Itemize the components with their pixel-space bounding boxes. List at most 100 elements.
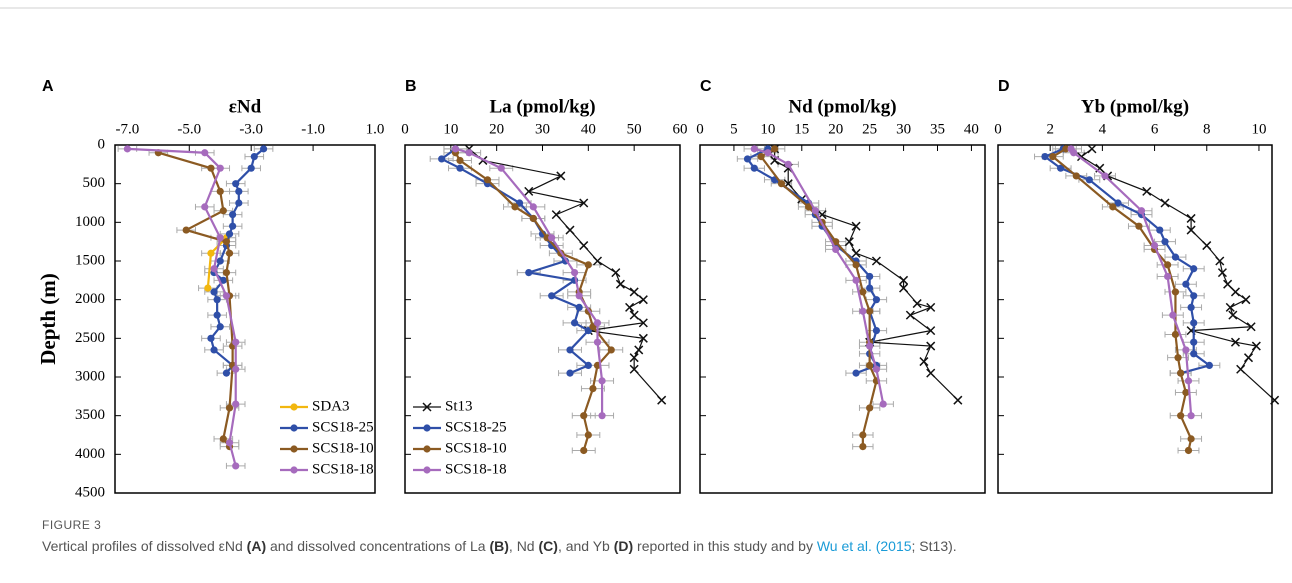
x-tick-label: 0 (696, 121, 704, 137)
marker (1182, 346, 1190, 354)
marker (1164, 272, 1172, 281)
marker (525, 269, 533, 277)
caption-part: Vertical profiles of dissolved εNd (42, 538, 247, 554)
marker-x (556, 171, 566, 181)
figure-label: FIGURE 3 (42, 518, 101, 532)
marker-x (926, 368, 936, 378)
marker (529, 203, 537, 211)
x-tick-label: 50 (627, 121, 642, 137)
marker (548, 234, 556, 242)
marker (548, 292, 556, 300)
marker-x (615, 279, 625, 289)
x-tick-label: -1.0 (301, 121, 325, 137)
marker-x (1202, 241, 1212, 251)
marker (1190, 319, 1198, 327)
marker (1182, 388, 1190, 397)
marker (866, 404, 874, 412)
marker (1171, 330, 1180, 339)
x-tick-label: 1.0 (366, 121, 385, 137)
marker (216, 187, 224, 195)
marker (1101, 172, 1109, 180)
x-tick-label: 20 (828, 121, 843, 137)
x-tick-label: 30 (535, 121, 550, 137)
legend-marker (290, 445, 298, 453)
panel-title: Yb (pmol/kg) (1081, 96, 1189, 117)
marker-x (638, 295, 648, 305)
marker (1062, 145, 1070, 153)
x-tick-label: 10 (443, 121, 458, 137)
marker (222, 292, 231, 300)
marker (1109, 203, 1117, 211)
marker (852, 369, 860, 377)
marker (235, 187, 243, 195)
marker (859, 288, 867, 296)
panel-label: C (700, 78, 712, 95)
marker-x (1230, 337, 1241, 347)
plot-frame (997, 144, 1273, 494)
x-tick-label: 8 (1203, 121, 1211, 137)
marker (225, 249, 234, 257)
marker (804, 203, 813, 211)
panel-title: εNd (229, 96, 262, 117)
marker (872, 327, 881, 335)
marker (866, 284, 874, 292)
marker-x (1228, 310, 1238, 320)
marker (259, 145, 268, 153)
caption-part: and dissolved concentrations of La (266, 538, 489, 554)
marker-x (611, 268, 621, 278)
marker-x (634, 345, 644, 355)
marker-x (1223, 279, 1233, 289)
marker (566, 346, 574, 354)
marker-x (625, 302, 635, 312)
marker (1190, 265, 1198, 273)
marker (1070, 149, 1078, 157)
marker-x (912, 299, 922, 309)
marker (866, 272, 874, 281)
marker (743, 155, 752, 163)
y-tick-label: 1000 (75, 214, 105, 230)
marker (1205, 361, 1213, 369)
marker-x (1217, 268, 1227, 278)
marker-x (1186, 225, 1196, 235)
legend-marker (423, 466, 431, 474)
marker (1156, 226, 1164, 234)
y-tick-label: 2000 (75, 291, 105, 307)
caption-part: (A) (247, 538, 266, 554)
marker (859, 307, 867, 315)
marker (757, 153, 765, 161)
marker-x (565, 225, 575, 235)
marker (1164, 261, 1172, 269)
marker (1174, 354, 1182, 362)
marker (483, 176, 492, 184)
x-tick-label: 25 (862, 121, 877, 137)
marker (1190, 292, 1198, 300)
marker (1190, 338, 1198, 346)
y-tick-label: 4500 (75, 484, 105, 500)
panel-label: B (405, 78, 417, 95)
marker (750, 164, 758, 172)
series-line (1070, 148, 1193, 416)
marker (589, 385, 597, 393)
marker (1057, 164, 1065, 172)
marker (1072, 172, 1080, 180)
x-tick-label: 30 (896, 121, 911, 137)
marker (1150, 241, 1159, 250)
plot-frame (699, 144, 986, 494)
x-tick-label: -3.0 (239, 121, 263, 137)
legend-marker (290, 403, 298, 411)
marker (777, 180, 786, 188)
marker (456, 164, 464, 172)
marker (229, 222, 237, 230)
marker (123, 145, 131, 153)
legend-marker (423, 424, 431, 432)
marker (866, 361, 874, 369)
caption-part: Wu et al. (2015 (817, 538, 912, 554)
x-tick-label: 40 (581, 121, 596, 137)
marker (456, 156, 464, 165)
marker (213, 296, 221, 304)
marker (771, 145, 779, 153)
marker-x (1246, 322, 1256, 332)
marker-x (1215, 256, 1225, 266)
marker-x (629, 364, 639, 374)
plot-frame (114, 144, 376, 494)
